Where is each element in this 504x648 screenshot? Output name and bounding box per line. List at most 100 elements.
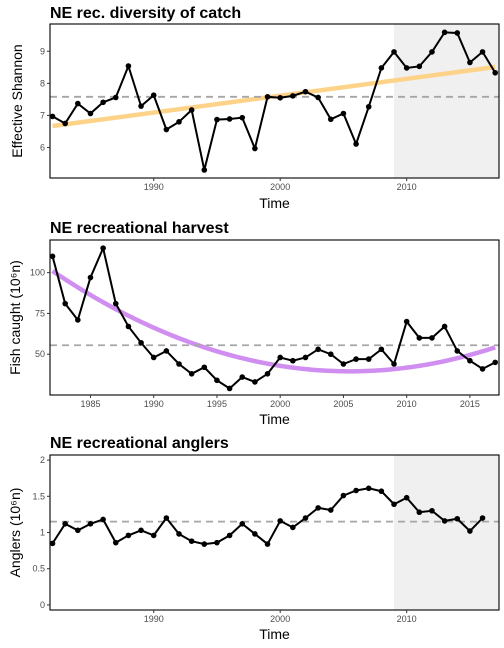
data-point <box>62 521 68 527</box>
data-point <box>429 335 435 341</box>
data-point <box>150 532 157 539</box>
y-tick-label: 8 <box>40 78 45 88</box>
x-tick-label: 2010 <box>397 614 417 624</box>
data-point <box>454 30 461 36</box>
data-point <box>441 518 448 524</box>
x-tick-label: 2010 <box>397 399 417 409</box>
data-point <box>239 521 246 527</box>
x-tick-label: 2000 <box>270 614 290 624</box>
data-point <box>188 370 195 377</box>
x-tick-label: 1995 <box>207 399 227 409</box>
data-point <box>75 100 81 107</box>
x-axis-label: Time <box>259 411 290 427</box>
data-point <box>441 323 448 330</box>
data-point <box>150 92 157 99</box>
data-point <box>176 361 182 367</box>
y-tick-label: 0 <box>40 600 45 610</box>
data-point <box>62 300 68 307</box>
data-point <box>277 94 283 101</box>
data-point <box>264 541 271 547</box>
data-point <box>441 29 448 36</box>
data-point <box>214 116 220 123</box>
data-point <box>378 488 385 495</box>
data-point <box>226 532 233 539</box>
shaded-region <box>394 24 499 178</box>
data-point <box>125 532 132 539</box>
data-point <box>416 335 423 341</box>
data-point <box>416 63 423 70</box>
data-point <box>454 348 461 354</box>
data-point <box>188 538 195 544</box>
data-point <box>391 501 397 508</box>
x-tick-label: 2015 <box>460 399 480 409</box>
data-point <box>163 126 170 133</box>
x-tick-label: 2000 <box>270 182 290 192</box>
y-tick-label: 2 <box>40 455 45 465</box>
data-point <box>391 361 397 367</box>
data-point <box>353 487 359 494</box>
data-point <box>125 323 132 330</box>
data-point <box>201 167 208 173</box>
x-axis-label: Time <box>259 626 290 642</box>
y-tick-label: 9 <box>40 46 45 56</box>
y-tick-label: 0.5 <box>32 564 45 574</box>
series-line <box>52 31 497 171</box>
data-point <box>277 518 283 524</box>
x-tick-label: 2010 <box>397 182 417 192</box>
data-point <box>467 357 473 364</box>
chart-title: NE recreational anglers <box>50 435 229 452</box>
data-point <box>403 318 410 325</box>
data-point <box>492 69 499 76</box>
data-point <box>62 120 68 127</box>
data-point <box>290 357 296 364</box>
x-axis-label: Time <box>259 195 290 211</box>
data-point <box>340 361 347 367</box>
x-tick-label: 1990 <box>144 182 164 192</box>
data-point <box>87 110 94 117</box>
data-point <box>353 356 359 362</box>
y-tick-label: 100 <box>30 268 45 278</box>
y-axis-label: Effective Shannon <box>9 44 25 157</box>
data-point <box>315 505 321 511</box>
data-point <box>403 494 410 501</box>
panel-3: 1990 2000 2010 0 0.5 1 1.5 2 NE recreational ang… <box>7 435 500 642</box>
data-point <box>176 531 182 537</box>
data-point <box>112 300 119 307</box>
data-point <box>264 370 271 377</box>
y-axis-label: Fish caught (10⁶n) <box>7 260 23 375</box>
data-point <box>87 274 94 281</box>
data-point <box>252 145 258 152</box>
trend-line <box>51 269 496 374</box>
data-point <box>327 116 334 123</box>
data-point <box>100 99 106 106</box>
x-tick-label: 1990 <box>144 399 164 409</box>
data-point <box>150 354 157 361</box>
data-point <box>87 521 94 527</box>
data-point <box>112 94 119 101</box>
y-tick-label: 75 <box>35 308 45 318</box>
data-point <box>467 59 473 66</box>
data-point <box>492 359 499 366</box>
data-point <box>290 93 296 99</box>
x-tick-label: 2000 <box>270 399 290 409</box>
data-point <box>49 253 56 260</box>
data-point <box>340 492 347 499</box>
data-point <box>302 88 309 95</box>
data-point <box>479 515 486 521</box>
data-point <box>49 540 56 547</box>
data-point <box>315 346 321 353</box>
data-point <box>365 485 372 492</box>
data-point <box>226 116 233 122</box>
data-point <box>479 49 486 55</box>
data-point <box>277 354 283 361</box>
y-axis-label: Anglers (10⁶n) <box>7 488 23 578</box>
data-point <box>214 377 220 384</box>
data-point <box>100 516 106 523</box>
data-point <box>264 94 271 100</box>
data-point <box>403 65 410 71</box>
data-point <box>290 524 296 531</box>
panel-1: 1990 2000 2010 6 7 8 9 NE rec. diversity of cat… <box>9 5 500 211</box>
y-tick-label: 7 <box>40 110 45 120</box>
data-point <box>49 113 56 120</box>
data-point <box>138 339 144 346</box>
